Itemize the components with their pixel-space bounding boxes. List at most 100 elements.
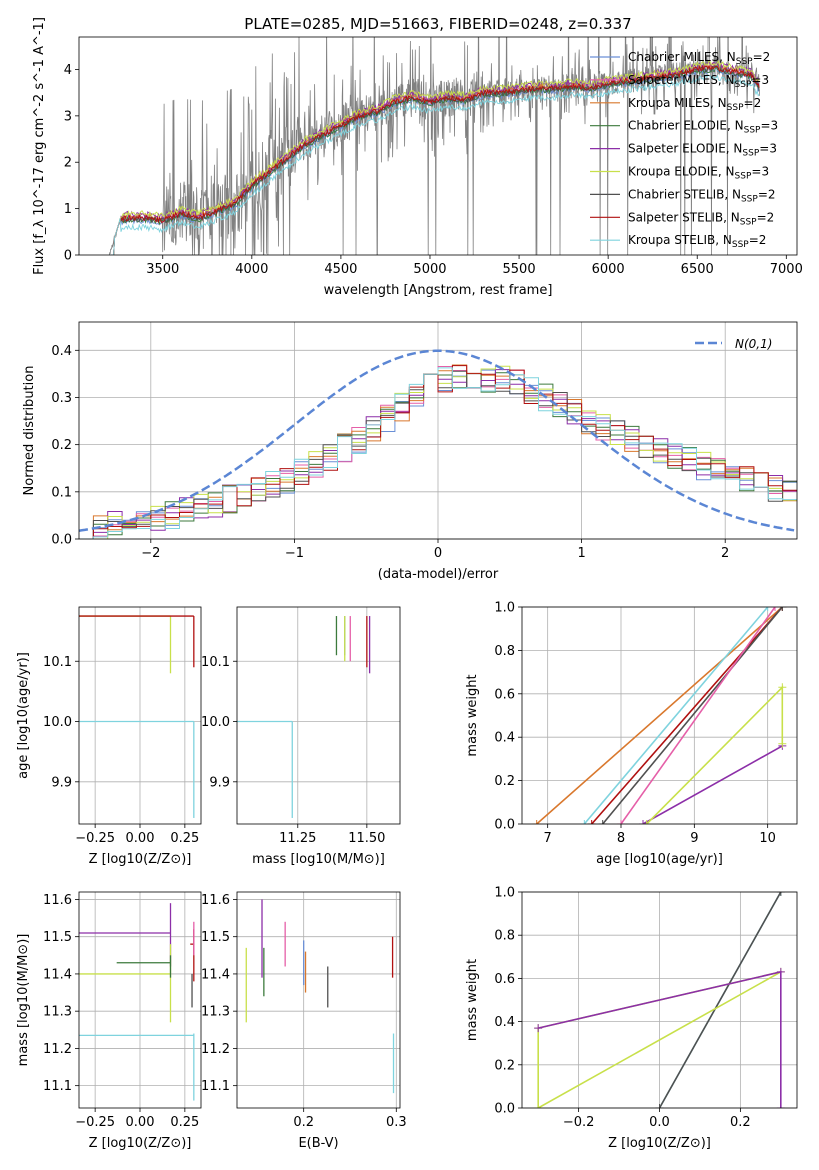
y-tick-label: 11.5 <box>43 930 72 945</box>
model-spectrum-6 <box>109 65 760 255</box>
x-tick-label: 0.0 <box>649 1115 670 1130</box>
x-tick-label: 4500 <box>324 262 357 277</box>
x-axis-label: Z [log10(Z/Z⊙)] <box>608 1136 711 1151</box>
y-tick-label: 0.3 <box>51 391 72 406</box>
axes-frame <box>78 321 798 540</box>
x-tick-label: 8 <box>617 831 625 846</box>
weight-point <box>778 739 787 748</box>
legend-label: Kroupa MILES, NSSP=2 <box>628 96 761 113</box>
legend-label: Chabrier STELIB, NSSP=2 <box>628 187 776 204</box>
y-tick-label: 9.9 <box>209 775 230 790</box>
x-tick-label: 1 <box>577 546 585 561</box>
axes-frame <box>78 36 798 256</box>
normal-curve <box>79 349 795 532</box>
weight-point <box>776 1104 785 1108</box>
model-spectrum-5 <box>109 60 760 255</box>
axes-frame <box>521 606 798 825</box>
x-tick-label: 6500 <box>681 262 714 277</box>
legend: N(0,1) <box>695 337 772 351</box>
legend-label: N(0,1) <box>735 337 772 351</box>
axes-mass-weight-vs-Z: −0.2 0.0 0.2 0.0 0.2 0.4 0.6 0.8 1.0 Z [log10(Z/Z… <box>465 886 798 1151</box>
observed-spectrum <box>108 37 760 255</box>
weight-point <box>639 820 647 824</box>
x-tick-label: 5500 <box>503 262 536 277</box>
legend-subscript: SSP <box>735 80 752 90</box>
weight-line-0 <box>536 607 783 824</box>
legend-value: =2 <box>757 210 775 224</box>
axes-age-vs-Z: −0.25 0.00 0.25 9.9 10.0 10.1 Z [log10(Z/Z⊙)] a… <box>16 606 202 867</box>
legend-subscript: SSP <box>740 217 757 227</box>
plot-area-spectrum <box>108 37 760 255</box>
y-tick-label: 10.0 <box>43 715 72 730</box>
axes-frame <box>78 606 202 825</box>
legend-subscript: SSP <box>742 149 759 159</box>
x-tick-label: −1 <box>285 546 304 561</box>
y-tick-label: 0.4 <box>494 1015 515 1030</box>
weight-point <box>778 683 787 692</box>
y-tick-label: 11.5 <box>201 930 230 945</box>
legend-label: Kroupa ELODIE, NSSP=3 <box>628 165 769 182</box>
legend-value: =3 <box>760 119 778 133</box>
legend-label: Salpeter STELIB, NSSP=2 <box>628 210 774 227</box>
x-tick-label: 9 <box>690 831 698 846</box>
x-axis-label: E(B-V) <box>298 1136 338 1151</box>
plot-area-mass-weight-vs-Z <box>534 892 785 1108</box>
x-tick-label: 5000 <box>413 262 446 277</box>
residual-histogram-8 <box>79 367 797 539</box>
x-tick-label: 0.00 <box>126 1115 155 1130</box>
weight-line-1 <box>658 892 782 1108</box>
x-axis-label: Z [log10(Z/Z⊙)] <box>89 1136 192 1151</box>
y-tick-label: 10.1 <box>43 655 72 670</box>
x-tick-label: 11.25 <box>279 831 316 846</box>
y-tick-label: 0.6 <box>494 687 515 702</box>
plot-area-residuals <box>79 349 797 539</box>
weight-point <box>534 1104 543 1108</box>
legend-value: =2 <box>753 50 771 64</box>
legend-subscript: SSP <box>732 240 749 250</box>
y-tick-label: 1.0 <box>494 601 515 616</box>
axes-spectrum: 3500 4000 4500 5000 5500 6000 6500 7000 0 1 2 3 4 wav… <box>32 17 803 298</box>
x-axis-label: Z [log10(Z/Z⊙)] <box>89 852 192 867</box>
y-tick-label: 3 <box>64 109 72 124</box>
y-tick-label: 11.3 <box>201 1005 230 1020</box>
legend-value: =2 <box>749 233 767 247</box>
y-tick-label: 11.4 <box>201 967 230 982</box>
weight-point <box>778 607 787 611</box>
plot-area-age-vs-Z <box>79 615 195 818</box>
y-axis-label: age [log10(age/yr)] <box>16 652 31 779</box>
axes-mass-weight-vs-age: 7 8 9 10 0.0 0.2 0.4 0.6 0.8 1.0 age [log10(age/yr… <box>465 601 798 867</box>
y-axis-label: Normed distribution <box>22 366 37 496</box>
model-spectrum-7 <box>109 64 760 255</box>
y-tick-label: 11.6 <box>201 893 230 908</box>
legend-value: =2 <box>744 96 762 110</box>
weight-line-5 <box>642 745 783 824</box>
y-axis-label: mass weight <box>465 959 480 1041</box>
axes-frame <box>78 891 202 1109</box>
x-tick-label: 0 <box>434 546 442 561</box>
model-spectrum-8 <box>109 73 760 255</box>
y-tick-label: 1.0 <box>494 886 515 901</box>
axes-residuals: −2 −1 0 1 2 0.0 0.1 0.2 0.3 0.4 (data-model)/error… <box>22 321 798 582</box>
y-axis-label: mass [log10(M/M⊙)] <box>16 934 31 1067</box>
x-tick-label: 6000 <box>592 262 625 277</box>
weight-line-3 <box>602 607 783 824</box>
weight-point <box>776 892 785 896</box>
y-tick-label: 0.8 <box>494 644 515 659</box>
x-tick-label: 3500 <box>146 262 179 277</box>
axes-age-vs-mass: 11.25 11.50 9.9 10.0 10.1 mass [log10(M/M⊙)] <box>201 606 401 867</box>
weight-point <box>655 1104 664 1108</box>
axes-frame <box>236 891 401 1109</box>
legend-label: Salpeter MILES, NSSP=3 <box>628 73 769 90</box>
weight-point <box>534 1024 543 1033</box>
legend-label: Kroupa STELIB, NSSP=2 <box>628 233 766 250</box>
weight-line-4 <box>620 607 776 824</box>
weight-point <box>776 967 785 976</box>
x-tick-label: 10 <box>759 831 776 846</box>
y-tick-label: 10.0 <box>201 715 230 730</box>
weight-point <box>598 820 607 824</box>
legend-label: Chabrier MILES, NSSP=2 <box>628 50 770 67</box>
y-tick-label: 11.1 <box>43 1079 72 1094</box>
y-tick-label: 11.3 <box>43 1005 72 1020</box>
y-tick-label: 1 <box>64 202 72 217</box>
